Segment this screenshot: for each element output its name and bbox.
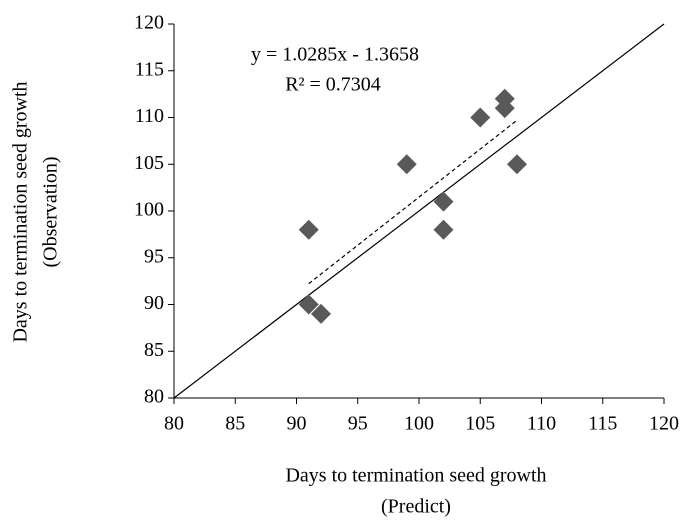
x-tick-label: 80: [164, 413, 184, 435]
x-tick-label: 105: [465, 413, 495, 435]
x-tick-label: 90: [287, 413, 307, 435]
point: [507, 154, 527, 175]
y-tick-label: 85: [144, 339, 164, 361]
x-axis-title: Days to termination seed growth: [285, 465, 546, 487]
x-tick-label: 85: [225, 413, 245, 435]
point: [396, 154, 417, 175]
trend-line: [308, 119, 518, 285]
x-tick-label: 95: [348, 413, 368, 435]
y-axis-title: Days to termination seed growth: [10, 81, 32, 342]
r-squared: R² = 0.7304: [285, 74, 381, 96]
point: [494, 98, 515, 119]
y-tick-label: 95: [144, 245, 164, 267]
point: [298, 294, 319, 315]
point: [433, 191, 454, 212]
x-axis-title: (Predict): [381, 496, 451, 518]
x-tick-label: 110: [527, 413, 556, 435]
point: [298, 219, 319, 240]
point: [433, 219, 454, 240]
y-tick-label: 105: [134, 152, 164, 174]
x-tick-label: 115: [588, 413, 617, 435]
y-tick-label: 115: [135, 58, 164, 80]
equation: y = 1.0285x - 1.3658: [251, 44, 419, 66]
x-tick-label: 120: [649, 413, 679, 435]
reference-line: [173, 23, 665, 399]
point: [311, 303, 331, 324]
x-tick-label: 100: [404, 413, 434, 435]
y-tick-label: 90: [144, 292, 164, 314]
y-tick-label: 110: [135, 105, 164, 127]
y-tick-label: 120: [134, 12, 164, 34]
y-axis-title: (Observation): [40, 156, 62, 267]
point: [470, 107, 491, 128]
y-tick-label: 100: [134, 199, 164, 221]
y-tick-label: 80: [144, 386, 164, 408]
